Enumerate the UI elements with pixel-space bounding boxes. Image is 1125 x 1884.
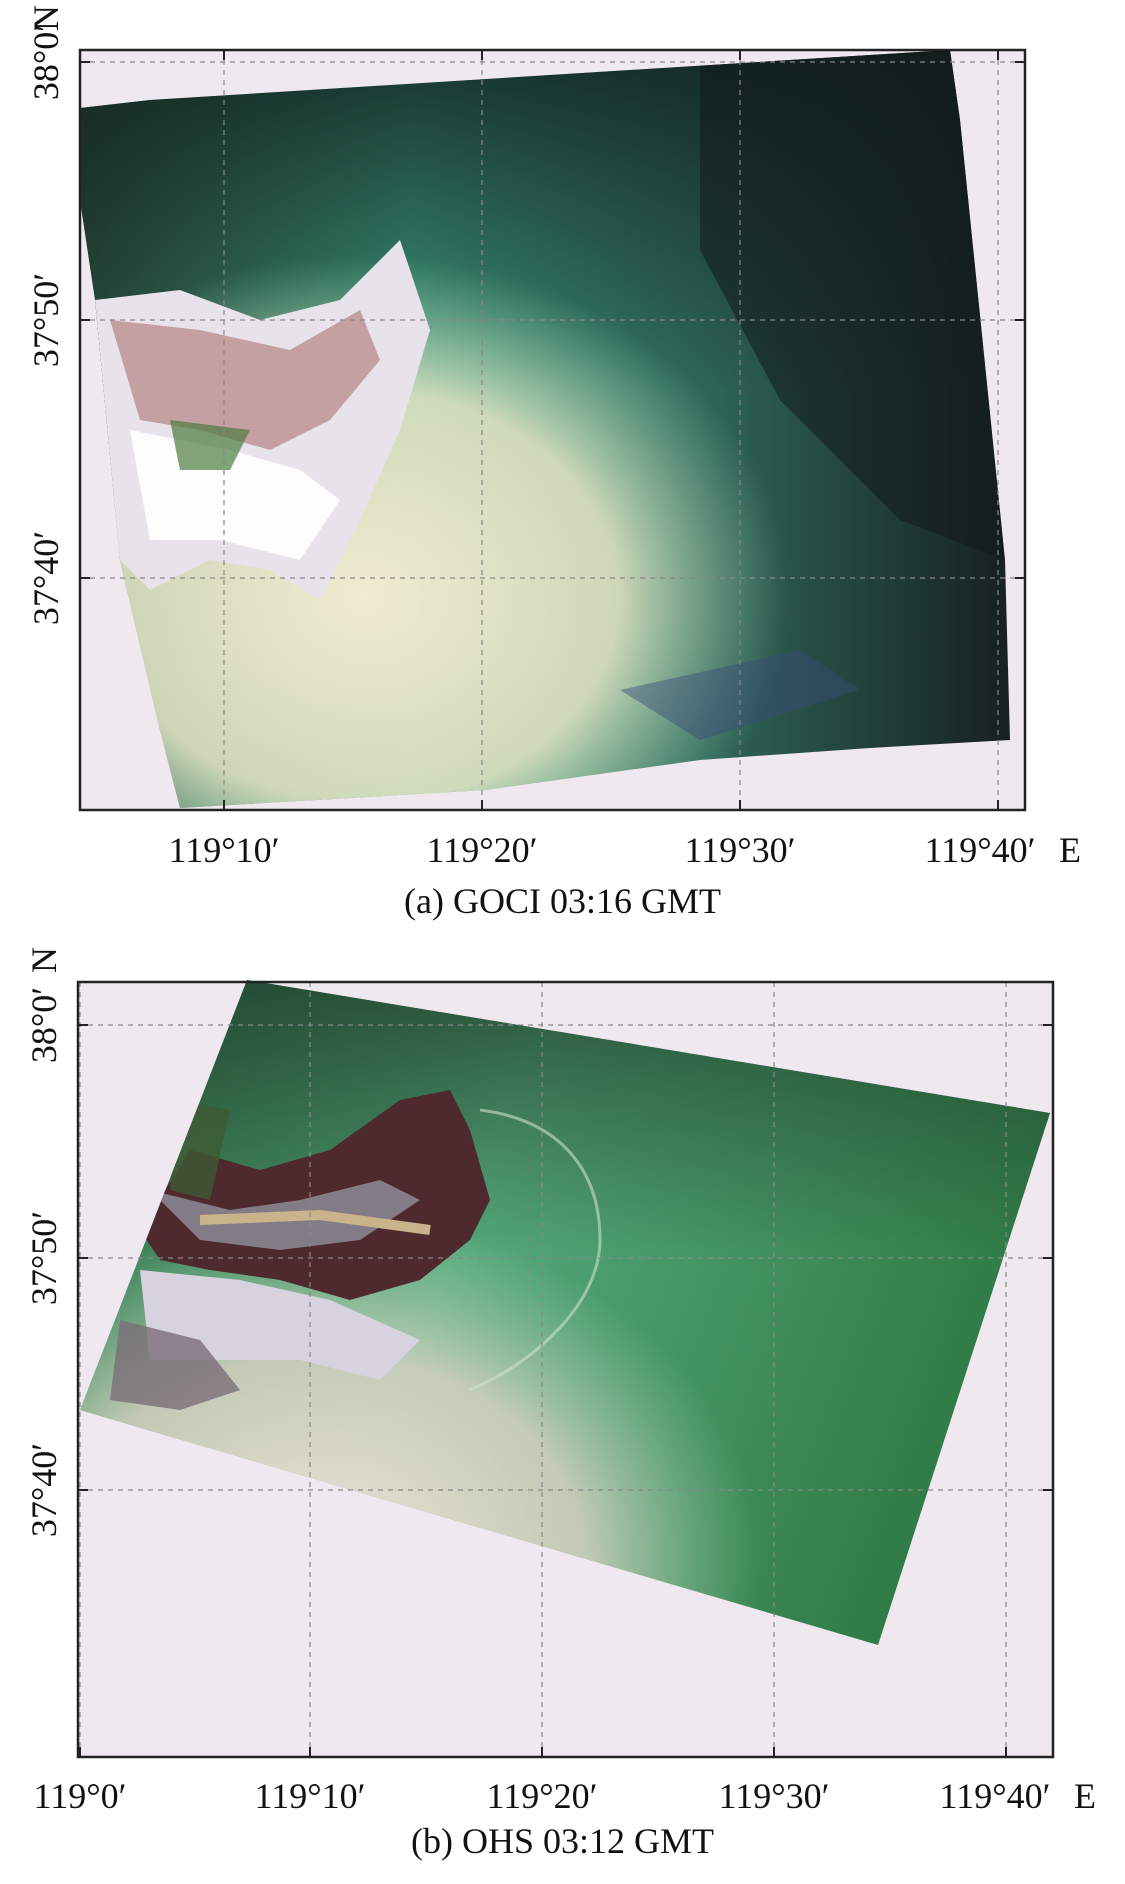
map-frame [78,48,1027,812]
panel-b: 119°0′ 119°10′ 119°20′ 119°30′ 119°40′ E… [0,940,1125,1884]
x-tick-label: 119°40′ [940,1776,1051,1816]
gridlines [80,50,1025,810]
x-tick-label: 119°30′ [685,830,796,870]
x-tick-label: 119°0′ [34,1776,127,1816]
x-tick-label: 119°10′ [169,830,280,870]
x-tick-label: 119°30′ [719,1776,830,1816]
x-tick-label: 119°20′ [427,830,538,870]
tick-marks [78,1024,1053,1757]
tick-marks [80,50,1025,810]
x-tick-label: 119°20′ [487,1776,598,1816]
y-tick-label: 38°0′ [26,24,66,100]
panel-a: 119°10′ 119°20′ 119°30′ 119°40′ E 38°0′ … [0,0,1125,940]
y-axis-unit: N [26,5,66,31]
y-tick-label: 38°0′ [24,987,64,1063]
y-tick-label: 37°40′ [26,531,66,625]
x-tick-label: 119°40′ [925,830,1036,870]
gridlines [78,982,1053,1757]
panel-caption: (b) OHS 03:12 GMT [411,1821,714,1861]
y-tick-label: 37°50′ [24,1211,64,1305]
map-frame [76,980,1055,1759]
y-tick-label: 37°40′ [24,1443,64,1537]
y-axis-unit: N [24,947,64,973]
x-axis-unit: E [1074,1776,1096,1816]
panel-caption: (a) GOCI 03:16 GMT [404,881,721,921]
y-tick-label: 37°50′ [26,273,66,367]
x-tick-label: 119°10′ [255,1776,366,1816]
x-axis-unit: E [1059,830,1081,870]
map-b: 119°0′ 119°10′ 119°20′ 119°30′ 119°40′ E… [24,947,1096,1816]
goci-imagery [80,50,1010,808]
map-a: 119°10′ 119°20′ 119°30′ 119°40′ E 38°0′ … [26,5,1081,870]
